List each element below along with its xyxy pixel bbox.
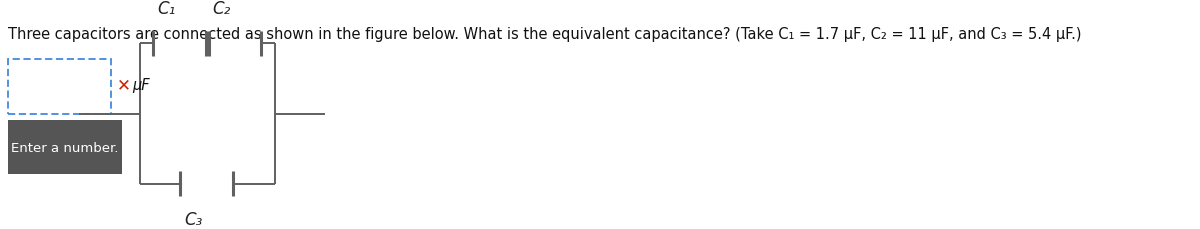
Text: Enter a number.: Enter a number.	[11, 141, 119, 154]
Text: C₁: C₁	[157, 0, 175, 18]
Text: Three capacitors are connected as shown in the figure below. What is the equival: Three capacitors are connected as shown …	[8, 27, 1082, 41]
Text: μF: μF	[132, 77, 150, 92]
FancyBboxPatch shape	[8, 121, 121, 174]
Text: C₂: C₂	[212, 0, 232, 18]
Text: C₃: C₃	[185, 210, 203, 228]
FancyBboxPatch shape	[8, 60, 112, 115]
Text: ✕: ✕	[116, 76, 131, 94]
